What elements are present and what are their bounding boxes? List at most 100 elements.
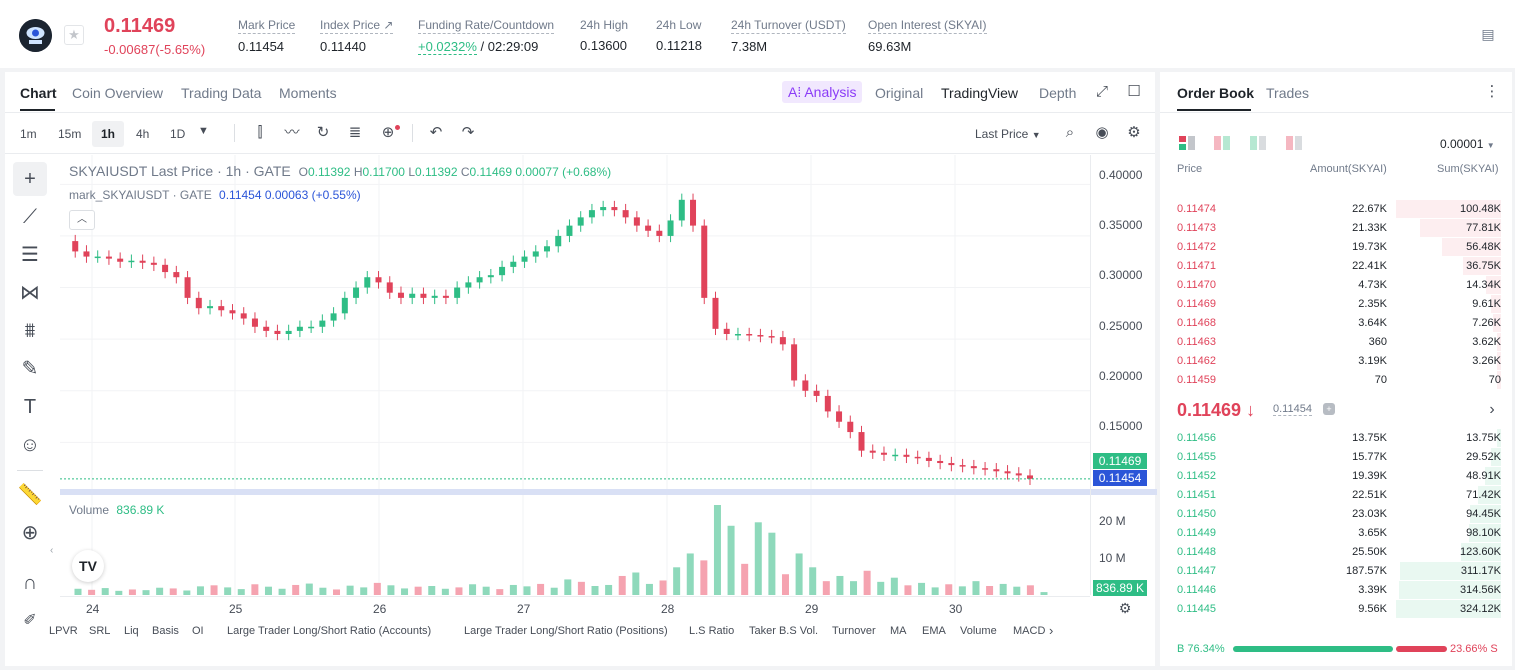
precision-select[interactable]: 0.00001 ▼ bbox=[1440, 137, 1495, 151]
add-indicator-icon[interactable]: ⊕ bbox=[381, 124, 395, 141]
indicator-basis[interactable]: Basis bbox=[152, 625, 179, 637]
search-icon[interactable]: ⌕ bbox=[1065, 124, 1075, 141]
indicator-lpvr[interactable]: LPVR bbox=[49, 625, 78, 637]
compare-icon[interactable]: ↻ bbox=[316, 124, 330, 141]
funding-rate-value[interactable]: +0.0232% bbox=[418, 39, 477, 55]
indicator-ma[interactable]: MA bbox=[890, 625, 907, 637]
candle-type-icon[interactable]: ⫿ bbox=[257, 124, 263, 141]
ask-row[interactable]: 0.11463 360 3.62K bbox=[1177, 333, 1501, 352]
candle bbox=[959, 465, 966, 467]
zoom-in-icon[interactable]: ⊕ bbox=[21, 522, 39, 544]
camera-icon[interactable]: ◉ bbox=[1095, 124, 1109, 141]
tab-trading-data[interactable]: Trading Data bbox=[181, 85, 262, 101]
ask-row[interactable]: 0.11459 70 70 bbox=[1177, 371, 1501, 390]
view-bids-icon[interactable] bbox=[1250, 136, 1266, 150]
crosshair-icon[interactable]: + bbox=[13, 162, 47, 196]
ruler-icon[interactable]: 📏 bbox=[17, 484, 43, 506]
tab-order-book[interactable]: Order Book bbox=[1177, 85, 1255, 101]
bid-row[interactable]: 0.11452 19.39K 48.91K bbox=[1177, 467, 1501, 486]
collapse-legend-icon[interactable]: ︿ bbox=[69, 210, 95, 230]
tradingview-logo-icon[interactable]: TV bbox=[72, 550, 104, 582]
tab-chart[interactable]: Chart bbox=[20, 85, 57, 101]
ask-row[interactable]: 0.11470 4.73K 14.34K bbox=[1177, 276, 1501, 295]
indicator-turnover[interactable]: Turnover bbox=[832, 625, 876, 637]
bid-row[interactable]: 0.11448 25.50K 123.60K bbox=[1177, 543, 1501, 562]
brush-icon[interactable]: ✎ bbox=[21, 358, 39, 380]
bid-row[interactable]: 0.11446 3.39K 314.56K bbox=[1177, 581, 1501, 600]
interval-1h[interactable]: 1h bbox=[92, 121, 125, 147]
interval-4h[interactable]: 4h bbox=[136, 127, 150, 141]
interval-15m[interactable]: 15m bbox=[58, 127, 82, 141]
volume-bar bbox=[169, 588, 177, 595]
price-chart[interactable] bbox=[60, 155, 1090, 595]
indicator-macd[interactable]: MACD bbox=[1013, 625, 1045, 637]
indicator-taker-bs-vol[interactable]: Taker B.S Vol. bbox=[749, 625, 819, 637]
tab-analysis[interactable]: A⁞ Analysis bbox=[782, 81, 863, 103]
indicator-liq[interactable]: Liq bbox=[124, 625, 139, 637]
gear-icon[interactable]: ⚙ bbox=[1127, 124, 1141, 141]
bid-row[interactable]: 0.11450 23.03K 94.45K bbox=[1177, 505, 1501, 524]
bid-row[interactable]: 0.11455 15.77K 29.52K bbox=[1177, 448, 1501, 467]
row-amount: 21.33K bbox=[1352, 222, 1387, 234]
fullscreen-icon[interactable]: ⤢ bbox=[1095, 83, 1108, 100]
indicator-volume[interactable]: Volume bbox=[960, 625, 997, 637]
view-asks-icon[interactable] bbox=[1286, 136, 1302, 150]
parallel-lines-icon[interactable]: ☰ bbox=[21, 244, 39, 266]
ask-row[interactable]: 0.11472 19.73K 56.48K bbox=[1177, 238, 1501, 257]
price-mode-select[interactable]: Last Price ▼ bbox=[975, 127, 1041, 141]
redo-icon[interactable]: ↷ bbox=[461, 124, 475, 141]
chevron-right-icon[interactable]: › bbox=[1489, 401, 1495, 418]
indicator-srl[interactable]: SRL bbox=[89, 625, 111, 637]
trendline-icon[interactable]: ⟋ bbox=[23, 206, 37, 228]
ask-row[interactable]: 0.11469 2.35K 9.61K bbox=[1177, 295, 1501, 314]
undo-icon[interactable]: ↶ bbox=[429, 124, 443, 141]
pane-separator[interactable] bbox=[60, 489, 1157, 495]
tab-trades[interactable]: Trades bbox=[1266, 85, 1310, 101]
collapse-tools-icon[interactable]: ‹ bbox=[50, 545, 54, 556]
bid-row[interactable]: 0.11449 3.65K 98.10K bbox=[1177, 524, 1501, 543]
ask-row[interactable]: 0.11468 3.64K 7.26K bbox=[1177, 314, 1501, 333]
window-icon[interactable]: ☐ bbox=[1127, 83, 1141, 100]
tab-tradingview[interactable]: TradingView bbox=[941, 85, 1019, 101]
bid-row[interactable]: 0.11445 9.56K 324.12K bbox=[1177, 600, 1501, 619]
templates-icon[interactable]: ≣ bbox=[348, 124, 362, 141]
price-axis-label: 0.30000 bbox=[1099, 268, 1143, 282]
stat-index-price[interactable]: Index Price ↗ 0.11440 bbox=[320, 18, 394, 54]
notes-icon[interactable]: ▤ bbox=[1481, 26, 1495, 42]
ask-row[interactable]: 0.11474 22.67K 100.48K bbox=[1177, 200, 1501, 219]
bid-row[interactable]: 0.11456 13.75K 13.75K bbox=[1177, 429, 1501, 448]
ask-row[interactable]: 0.11473 21.33K 77.81K bbox=[1177, 219, 1501, 238]
lock-pencil-icon[interactable]: ✐ bbox=[23, 612, 37, 629]
ask-row[interactable]: 0.11471 22.41K 36.75K bbox=[1177, 257, 1501, 276]
view-both-icon[interactable] bbox=[1179, 136, 1195, 150]
scroll-right-icon[interactable]: › bbox=[1049, 623, 1054, 638]
bid-row[interactable]: 0.11447 187.57K 311.17K bbox=[1177, 562, 1501, 581]
indicator-large-trader-positions[interactable]: Large Trader Long/Short Ratio (Positions… bbox=[464, 625, 668, 637]
tab-depth[interactable]: Depth bbox=[1039, 85, 1077, 101]
indicator-ls-ratio[interactable]: L.S Ratio bbox=[689, 625, 735, 637]
indicators-icon[interactable]: 〰 bbox=[284, 124, 300, 141]
more-options-icon[interactable]: ⋮ bbox=[1484, 83, 1500, 100]
volume-axis-label: 10 M bbox=[1099, 551, 1126, 565]
interval-1m[interactable]: 1m bbox=[20, 127, 37, 141]
emoji-icon[interactable]: ☺ bbox=[19, 434, 41, 456]
indicator-oi[interactable]: OI bbox=[192, 625, 204, 637]
text-tool-icon[interactable]: T bbox=[23, 396, 37, 418]
stat-value: 0.11440 bbox=[320, 39, 367, 54]
tab-original[interactable]: Original bbox=[875, 85, 924, 101]
pattern-icon[interactable]: ⋈ bbox=[20, 282, 40, 304]
view-layout-icon[interactable] bbox=[1214, 136, 1230, 150]
ask-row[interactable]: 0.11462 3.19K 3.26K bbox=[1177, 352, 1501, 371]
indicator-ema[interactable]: EMA bbox=[922, 625, 946, 637]
fib-icon[interactable]: ⩩ bbox=[24, 320, 36, 342]
favorite-star-icon[interactable]: ★ bbox=[64, 25, 84, 45]
bid-row[interactable]: 0.11451 22.51K 71.42K bbox=[1177, 486, 1501, 505]
indicator-large-trader-accounts[interactable]: Large Trader Long/Short Ratio (Accounts) bbox=[227, 625, 432, 637]
stat-24h-high: 24h High 0.13600 bbox=[580, 18, 628, 53]
tab-moments[interactable]: Moments bbox=[279, 85, 337, 101]
magnet-icon[interactable]: ∩ bbox=[22, 572, 38, 594]
tab-coin-overview[interactable]: Coin Overview bbox=[72, 85, 164, 101]
chart-settings-icon[interactable]: ⚙ bbox=[1118, 600, 1132, 616]
interval-1d[interactable]: 1D bbox=[170, 127, 186, 141]
interval-dropdown-icon[interactable]: ▼ bbox=[198, 125, 209, 137]
